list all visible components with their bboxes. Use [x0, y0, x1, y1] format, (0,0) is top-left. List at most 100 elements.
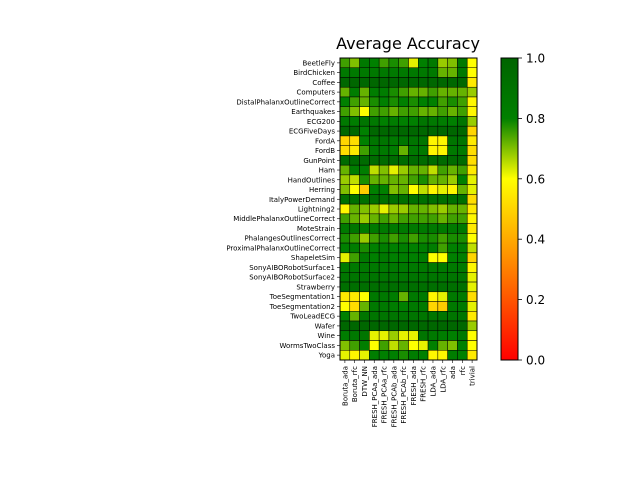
- heatmap-cell: [457, 77, 468, 88]
- heatmap-cell: [418, 174, 429, 185]
- heatmap-cell: [457, 203, 468, 215]
- heatmap-cell: [408, 262, 419, 273]
- heatmap-cell: [457, 116, 468, 127]
- heatmap-cell: [378, 252, 390, 263]
- heatmap-cell: [466, 106, 478, 117]
- heatmap-cell: [349, 233, 360, 244]
- heatmap-cell: [398, 174, 409, 185]
- heatmap-cell: [349, 106, 360, 117]
- row-label: Wine: [318, 332, 335, 340]
- heatmap-cell: [408, 145, 419, 156]
- column-label: trivial: [469, 366, 477, 386]
- colorbar-tick-label: 0.0: [526, 354, 545, 368]
- heatmap-cell: [457, 184, 468, 195]
- row-label: Earthquakes: [291, 108, 335, 116]
- heatmap-cell: [339, 242, 351, 254]
- heatmap-cell: [427, 301, 439, 312]
- heatmap-cell: [369, 67, 380, 78]
- heatmap-cell: [466, 330, 478, 341]
- heatmap-cell: [359, 125, 370, 137]
- heatmap-cell: [418, 86, 429, 98]
- heatmap-cell: [437, 67, 448, 78]
- heatmap-cell: [418, 145, 429, 156]
- heatmap-cell: [398, 291, 409, 302]
- heatmap-cell: [388, 86, 399, 98]
- heatmap-cell: [466, 96, 478, 107]
- colorbar-ticks: 0.0 0.2 0.4 0.6 0.8 1.0: [518, 52, 545, 368]
- heatmap-cell: [447, 340, 458, 351]
- heatmap-cell: [339, 125, 351, 137]
- row-label: SonyAIBORobotSurface1: [249, 264, 335, 272]
- heatmap-cell: [418, 106, 429, 117]
- heatmap-cell: [359, 350, 370, 361]
- heatmap-cell: [378, 340, 390, 351]
- heatmap-cell: [359, 174, 370, 185]
- colorbar-tick-label: 1.0: [526, 52, 545, 66]
- heatmap-cell: [378, 281, 390, 293]
- heatmap-cell: [447, 96, 458, 107]
- heatmap-cell: [447, 67, 458, 78]
- heatmap-cell: [359, 194, 370, 205]
- heatmap-cell: [466, 184, 478, 195]
- heatmap-cell: [466, 135, 478, 146]
- heatmap-cell: [388, 57, 399, 68]
- heatmap-cell: [418, 96, 429, 107]
- heatmap-cell: [447, 301, 458, 312]
- colorbar-tick-label: 0.8: [526, 112, 545, 126]
- heatmap-cell: [349, 262, 360, 273]
- heatmap-cell: [349, 340, 360, 351]
- heatmap-cell: [378, 330, 390, 341]
- heatmap-cell: [457, 262, 468, 273]
- heatmap-cell: [457, 96, 468, 107]
- heatmap-cell: [466, 57, 478, 68]
- heatmap-cell: [369, 194, 380, 205]
- heatmap-cell: [378, 155, 390, 166]
- heatmap-cell: [427, 272, 439, 283]
- heatmap-cell: [457, 57, 468, 68]
- heatmap-cell: [408, 194, 419, 205]
- heatmap-cell: [427, 106, 439, 117]
- heatmap-cell: [437, 262, 448, 273]
- heatmap-cell: [398, 135, 409, 146]
- heatmap-cell: [398, 155, 409, 166]
- heatmap-cell: [466, 164, 478, 176]
- heatmap-cell: [466, 223, 478, 234]
- heatmap-cell: [349, 174, 360, 185]
- heatmap-cell: [388, 233, 399, 244]
- heatmap-cell: [349, 242, 360, 254]
- heatmap-cell: [398, 213, 409, 224]
- heatmap-cell: [339, 57, 351, 68]
- heatmap-cell: [447, 350, 458, 361]
- heatmap-cell: [369, 330, 380, 341]
- heatmap-cell: [378, 223, 390, 234]
- heatmap-cell: [466, 194, 478, 205]
- heatmap-cell: [388, 174, 399, 185]
- heatmap-cell: [378, 194, 390, 205]
- heatmap-cell: [349, 116, 360, 127]
- heatmap-cell: [437, 291, 448, 302]
- heatmap-cell: [408, 340, 419, 351]
- heatmap-cell: [359, 223, 370, 234]
- heatmap-cell: [418, 164, 429, 176]
- heatmap-cell: [378, 116, 390, 127]
- column-label: Boruta_rfc: [351, 366, 359, 402]
- heatmap-cell: [408, 184, 419, 195]
- heatmap-cell: [427, 281, 439, 293]
- heatmap-cell: [418, 203, 429, 215]
- heatmap-cell: [466, 145, 478, 156]
- heatmap-cell: [398, 350, 409, 361]
- heatmap-cell: [369, 77, 380, 88]
- heatmap-cell: [437, 57, 448, 68]
- heatmap-cell: [369, 125, 380, 137]
- heatmap-cell: [349, 145, 360, 156]
- heatmap-cell: [427, 174, 439, 185]
- heatmap-cell: [466, 155, 478, 166]
- heatmap-cell: [437, 301, 448, 312]
- heatmap-cell: [369, 164, 380, 176]
- colorbar-tick-label: 0.4: [526, 233, 545, 247]
- heatmap-cell: [447, 223, 458, 234]
- heatmap-cell: [398, 311, 409, 322]
- heatmap-cell: [408, 155, 419, 166]
- heatmap-cell: [457, 242, 468, 254]
- heatmap-cell: [408, 164, 419, 176]
